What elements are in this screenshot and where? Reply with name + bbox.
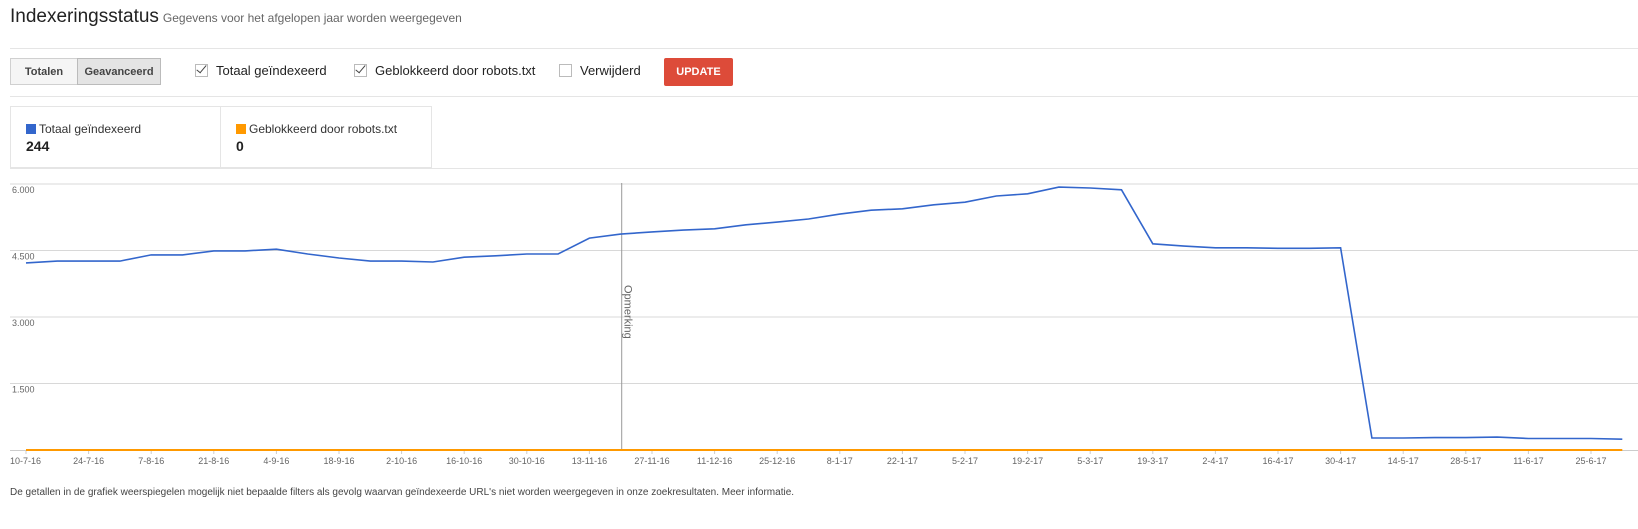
x-tick-label: 30-10-16 — [509, 456, 545, 466]
x-tick-label: 19-3-17 — [1137, 456, 1168, 466]
x-tick-label: 4-9-16 — [263, 456, 289, 466]
footer-note: De getallen in de grafiek weerspiegelen … — [10, 487, 795, 498]
legend-label: Totaal geïndexeerd — [39, 122, 142, 136]
y-tick-label: 6.000 — [12, 185, 35, 195]
checkbox-label[interactable]: Geblokkeerd door robots.txt — [375, 63, 536, 78]
x-tick-label: 5-2-17 — [952, 456, 978, 466]
y-tick-label: 1.500 — [12, 385, 35, 395]
x-tick-label: 27-11-16 — [634, 456, 669, 466]
chart: 1.500 3.000 4.500 6.000 10-7-16 24-7-16 7-8-16… — [10, 183, 1638, 466]
x-tick-label: 30-4-17 — [1325, 456, 1356, 466]
x-tick-label: 5-3-17 — [1077, 456, 1103, 466]
subtitle: Gegevens voor het afgelopen jaar worden … — [162, 11, 462, 25]
x-tick-label: 8-1-17 — [827, 456, 853, 466]
x-tick-label: 24-7-16 — [73, 456, 104, 466]
summary-value: 0 — [236, 138, 244, 154]
page-title: Indexeringsstatus — [10, 6, 159, 27]
x-tick-label: 25-12-16 — [759, 456, 795, 466]
title-row: Indexeringsstatus Gegevens voor het afgel… — [10, 6, 462, 28]
checkbox-label[interactable]: Verwijderd — [580, 63, 641, 78]
legend-label: Geblokkeerd door robots.txt — [249, 122, 398, 136]
y-tick-label: 4.500 — [12, 252, 35, 262]
x-tick-label: 16-10-16 — [446, 456, 482, 466]
x-tick-label: 7-8-16 — [138, 456, 164, 466]
update-button[interactable]: UPDATE — [664, 58, 733, 86]
x-tick-label: 19-2-17 — [1012, 456, 1043, 466]
annotation-label: Opmerking — [622, 285, 634, 339]
divider — [10, 168, 1638, 169]
summary-value: 244 — [26, 138, 50, 154]
checkbox-box[interactable] — [195, 64, 208, 77]
divider — [10, 96, 1638, 97]
legend-entry: Totaal geïndexeerd — [26, 122, 220, 136]
legend-swatch — [26, 124, 36, 134]
summary-cell: Totaal geïndexeerd 244 — [10, 106, 221, 168]
x-tick-label: 10-7-16 — [10, 456, 41, 466]
divider — [10, 48, 1638, 49]
checkbox[interactable]: Verwijderd — [559, 63, 641, 78]
checkbox-box[interactable] — [354, 64, 367, 77]
tab[interactable]: Totalen — [10, 58, 78, 85]
checkbox[interactable]: Geblokkeerd door robots.txt — [354, 63, 535, 78]
x-tick-label: 13-11-16 — [572, 456, 607, 466]
x-tick-label: 11-6-17 — [1513, 456, 1543, 466]
x-tick-label: 2-10-16 — [386, 456, 417, 466]
x-tick-label: 25-6-17 — [1575, 456, 1606, 466]
x-tick-label: 14-5-17 — [1388, 456, 1419, 466]
x-tick-label: 2-4-17 — [1202, 456, 1228, 466]
x-tick-label: 11-12-16 — [697, 456, 732, 466]
x-tick-label: 21-8-16 — [198, 456, 229, 466]
checkbox-box[interactable] — [559, 64, 572, 77]
x-tick-label: 28-5-17 — [1450, 456, 1481, 466]
tab[interactable]: Geavanceerd — [77, 58, 161, 85]
x-tick-label: 16-4-17 — [1262, 456, 1293, 466]
checkbox[interactable]: Totaal geïndexeerd — [195, 63, 327, 78]
checkbox-label[interactable]: Totaal geïndexeerd — [216, 63, 327, 78]
y-tick-label: 3.000 — [12, 318, 35, 328]
series-line — [25, 186, 1623, 440]
x-tick-label: 18-9-16 — [323, 456, 354, 466]
legend-entry: Geblokkeerd door robots.txt — [236, 122, 431, 136]
summary-cell: Geblokkeerd door robots.txt 0 — [221, 106, 432, 168]
legend-swatch — [236, 124, 246, 134]
x-tick-label: 22-1-17 — [887, 456, 918, 466]
